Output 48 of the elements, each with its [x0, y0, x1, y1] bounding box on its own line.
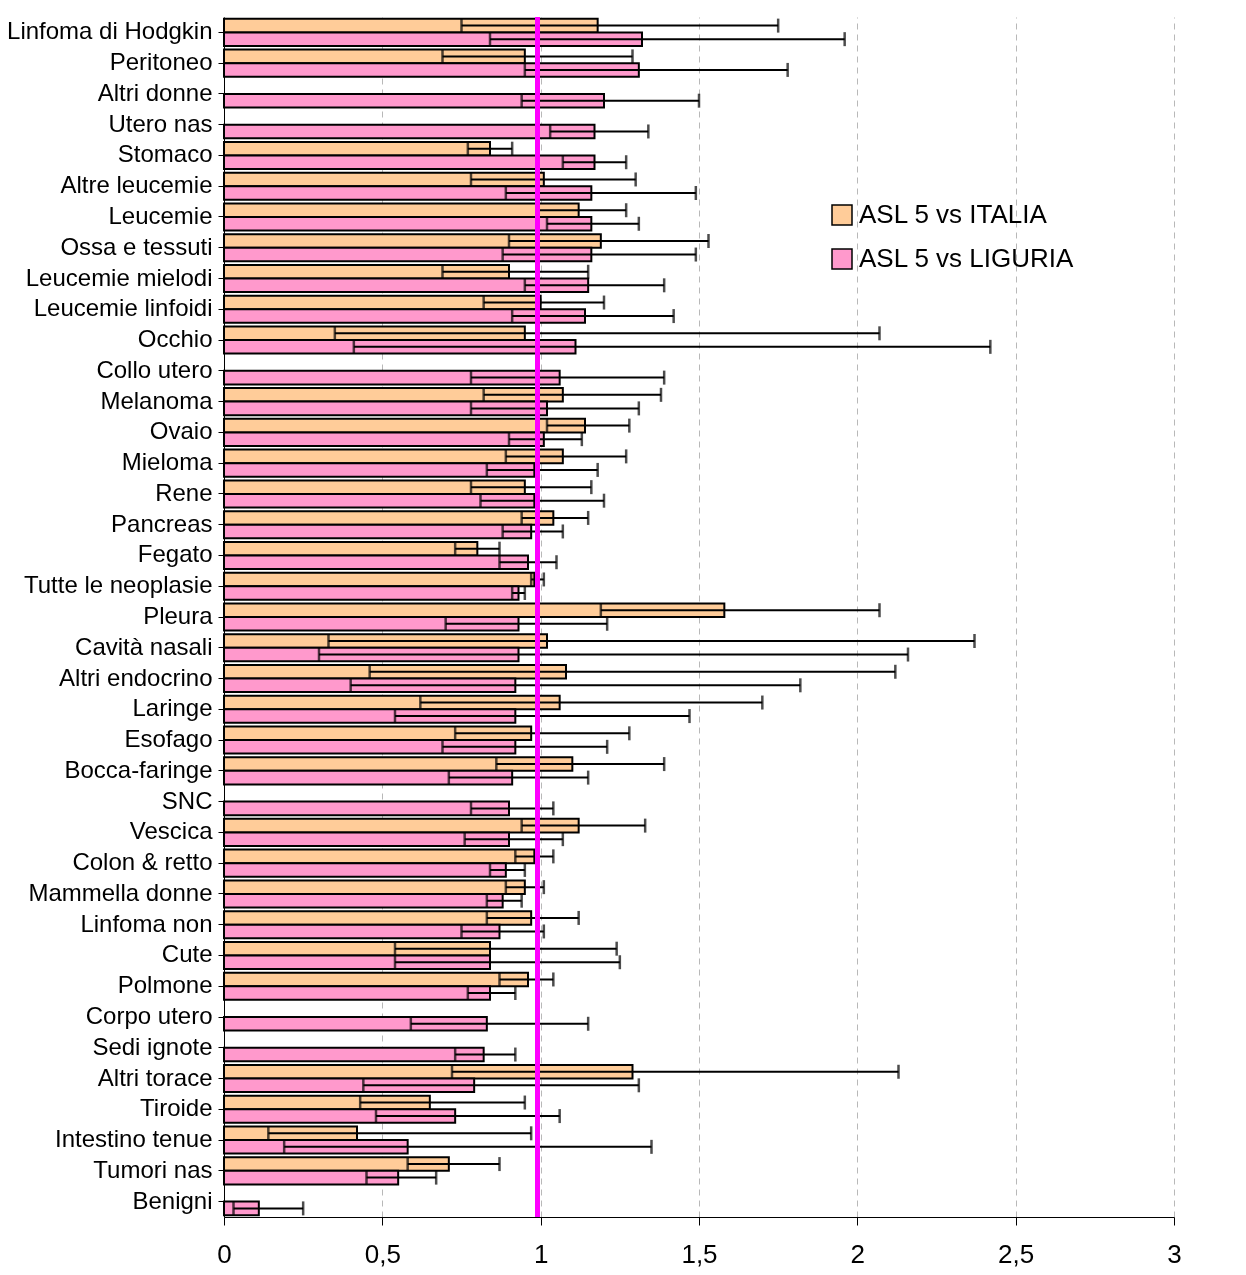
- y-tick-label: Ovaio: [149, 417, 213, 445]
- y-tick-label: Tutte le neoplasie: [23, 571, 213, 599]
- y-tick-label: Rene: [155, 478, 213, 506]
- y-tick-label: Cavità nasali: [75, 632, 213, 660]
- y-tick-label: Leucemie: [108, 202, 213, 229]
- y-tick-label: Altri torace: [97, 1063, 213, 1091]
- x-tick-label: 2,5: [998, 1238, 1035, 1269]
- y-tick-label: Tumori nas: [93, 1155, 213, 1183]
- y-tick-label: Corpo utero: [85, 1002, 213, 1029]
- y-tick-label: Melanoma: [100, 386, 214, 414]
- x-tick-label: 1: [533, 1238, 549, 1269]
- x-tick-label: 1,5: [681, 1238, 718, 1269]
- y-tick-label: Altri endocrino: [59, 663, 213, 691]
- y-tick-label: Occhio: [137, 325, 213, 353]
- y-tick-label: Altre leucemie: [60, 171, 213, 199]
- y-tick-label: Fegato: [137, 540, 213, 568]
- y-tick-label: Leucemie mielodi: [25, 263, 213, 291]
- y-tick-label: Esofago: [124, 725, 213, 753]
- y-tick-label: Tiroide: [140, 1094, 213, 1122]
- y-tick-label: Mammella donne: [28, 878, 213, 906]
- y-tick-label: Altri donne: [97, 78, 213, 106]
- y-tick-label: Stomaco: [117, 140, 213, 168]
- legend-label: ASL 5 vs ITALIA: [859, 199, 1048, 229]
- y-tick-label: Bocca-faringe: [64, 755, 213, 783]
- y-tick-label: Mieloma: [121, 448, 214, 476]
- legend-label: ASL 5 vs LIGURIA: [859, 243, 1074, 273]
- x-tick-label: 0: [217, 1238, 232, 1269]
- y-tick-label: Peritoneo: [109, 48, 213, 76]
- x-tick-label: 2: [850, 1238, 866, 1269]
- y-tick-label: Benigni: [132, 1186, 213, 1214]
- y-tick-label: Intestino tenue: [55, 1125, 213, 1153]
- y-tick-label: Pleura: [143, 602, 214, 629]
- y-tick-label: Leucemie linfoidi: [33, 294, 213, 322]
- y-tick-label: Utero nas: [108, 109, 213, 137]
- y-tick-label: Ossa e tessuti: [60, 232, 213, 260]
- y-tick-label: SNC: [161, 786, 213, 814]
- x-tick-label: 0,5: [364, 1238, 401, 1269]
- y-tick-label: Laringe: [132, 694, 213, 722]
- y-tick-label: Linfoma di Hodgkin: [7, 17, 213, 45]
- y-tick-label: Linfoma non: [80, 909, 213, 937]
- y-tick-label: Cute: [161, 940, 213, 968]
- y-tick-label: Pancreas: [111, 509, 213, 537]
- y-tick-label: Vescica: [129, 817, 214, 845]
- x-tick-label: 3: [1167, 1238, 1182, 1269]
- y-tick-label: Collo utero: [96, 355, 213, 383]
- y-tick-label: Polmone: [117, 971, 213, 999]
- y-tick-label: Sedi ignote: [92, 1032, 213, 1060]
- y-tick-label: Colon & retto: [72, 848, 213, 876]
